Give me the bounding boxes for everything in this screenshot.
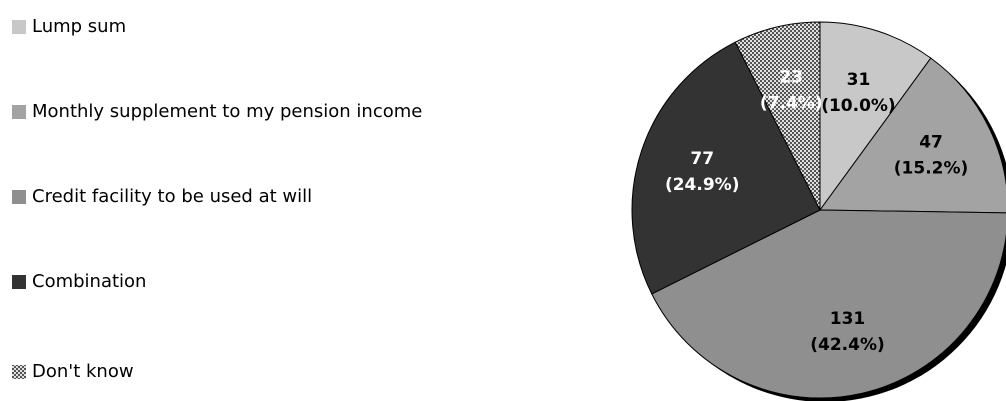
legend-label: Monthly supplement to my pension income [32,101,422,122]
data-label: (24.9%) [665,175,740,195]
legend-label: Combination [32,271,146,292]
data-label: (42.4%) [810,335,885,355]
legend-swatch [12,105,26,119]
pie-slice [631,41,821,295]
legend-label: Credit facility to be used at will [32,186,312,207]
pie-slice [819,57,1006,214]
data-label: 31 [847,70,871,90]
legend-swatch [12,190,26,204]
legend-label: Lump sum [32,16,126,37]
pie-slice [819,21,932,212]
data-label: (7.4%) [760,93,823,113]
pie: 31 (10.0%) 47 (15.2%) 131 (42.4%) 77 (24.9%) 23 (… [631,21,1006,401]
data-label: 77 [690,149,714,169]
data-label: 23 [779,67,803,87]
pie-slice [651,209,1006,399]
data-label: 47 [919,133,943,153]
legend-swatch [12,20,26,34]
legend: Lump sum Monthly supplement to my pension… [12,16,422,382]
legend-label: Don't know [32,361,134,382]
legend-swatch [12,365,26,379]
data-label: (10.0%) [821,96,896,116]
legend-swatch [12,275,26,289]
data-label: (15.2%) [894,159,969,179]
pie-slice [734,21,821,211]
data-label: 131 [830,309,866,329]
